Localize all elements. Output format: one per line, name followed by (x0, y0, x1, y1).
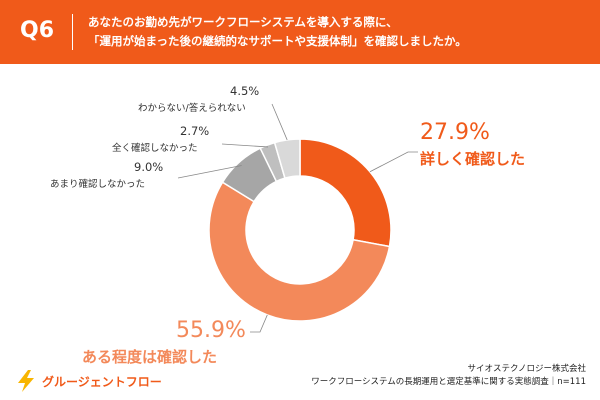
slice-label-never-pct: 2.7% (180, 124, 210, 138)
leader-line-detailed (369, 151, 418, 173)
slice-label-somewhat-name: ある程度は確認した (82, 348, 218, 366)
slice-somewhat (208, 181, 391, 322)
question-text: あなたのお勤め先がワークフローシステムを導入する際に、 「運用が始まった後の継続… (88, 13, 593, 51)
question-header: Q6 あなたのお勤め先がワークフローシステムを導入する際に、 「運用が始まった後… (0, 0, 600, 64)
slice-label-rarely-pct: 9.0% (134, 160, 164, 174)
footer-source: サイオステクノロジー株式会社 ワークフローシステムの長期運用と選定基準に関する実… (311, 363, 586, 389)
slice-label-unknown-name: わからない/答えられない (138, 103, 246, 114)
footer-survey: ワークフローシステムの長期運用と選定基準に関する実態調査｜n=111 (311, 377, 586, 387)
logo-text: グルージェントフロー (42, 375, 162, 389)
slice-label-rarely-name: あまり確認しなかった (50, 179, 146, 190)
leader-line-never (221, 143, 269, 148)
lightning-bolt-logo-icon (18, 370, 34, 392)
question-number: Q6 (20, 18, 55, 43)
header-divider (72, 14, 73, 50)
slice-label-detailed-pct: 27.9% (420, 120, 490, 145)
slice-label-detailed-name: 詳しく確認した (420, 150, 526, 168)
question-line-2: 「運用が始まった後の継続的なサポートや支援体制」を確認しましたか。 (88, 34, 467, 48)
slice-label-unknown-pct: 4.5% (230, 84, 260, 98)
slice-unknown (273, 138, 301, 180)
footer-company: サイオステクノロジー株式会社 (467, 364, 587, 374)
slice-label-never-name: 全く確認しなかった (112, 143, 198, 154)
leader-line-rarely (177, 165, 242, 179)
slice-label-somewhat-pct: 55.9% (176, 318, 246, 343)
slice-detailed (299, 138, 392, 248)
leader-line-somewhat (250, 314, 268, 333)
leader-line-unknown (271, 103, 288, 141)
question-line-1: あなたのお勤め先がワークフローシステムを導入する際に、 (88, 15, 398, 29)
